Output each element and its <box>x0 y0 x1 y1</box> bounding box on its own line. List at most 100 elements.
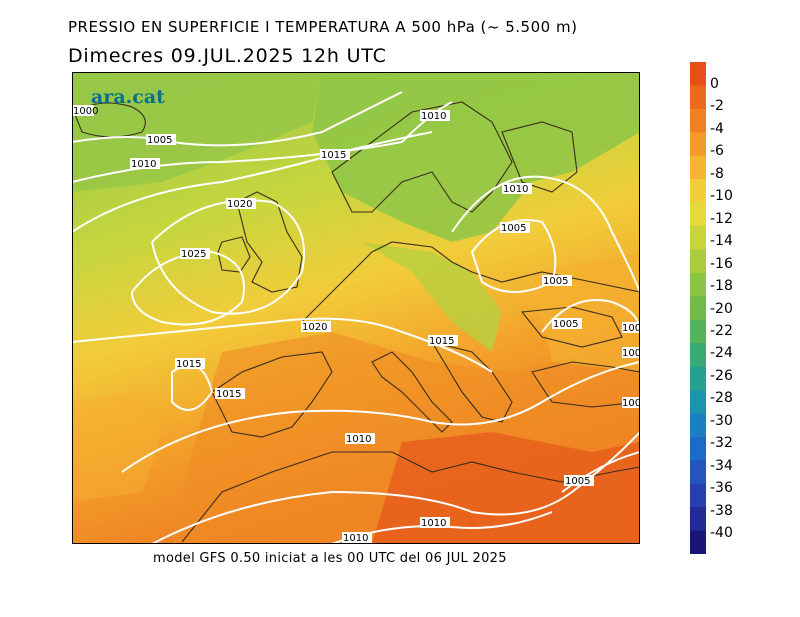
colorbar-label: -34 <box>710 457 733 474</box>
isobar-label: 1005 <box>146 134 176 146</box>
colorbar <box>690 62 706 554</box>
svg-text:1005: 1005 <box>553 319 578 330</box>
colorbar-label: -8 <box>710 165 724 182</box>
svg-text:1025: 1025 <box>181 249 206 260</box>
isobar-1025 <box>131 250 245 326</box>
colorbar-swatch <box>690 530 706 554</box>
colorbar-swatch <box>690 460 706 485</box>
coastline-britain <box>236 191 303 293</box>
colorbar-label: -32 <box>710 435 733 452</box>
svg-text:1005: 1005 <box>147 135 172 146</box>
model-info-footer: model GFS 0.50 iniciat a les 00 UTC del … <box>153 551 507 566</box>
svg-text:1010: 1010 <box>343 533 368 544</box>
svg-text:1005: 1005 <box>565 476 590 487</box>
isobar-label: 1015 <box>320 149 350 161</box>
colorbar-swatch <box>690 85 706 110</box>
colorbar-label: -20 <box>710 300 733 317</box>
colorbar-swatch <box>690 413 706 438</box>
svg-text:1000: 1000 <box>622 348 640 359</box>
colorbar-swatch <box>690 507 706 532</box>
colorbar-label: -12 <box>710 210 733 227</box>
colorbar-label: 0 <box>710 76 719 92</box>
isobar-label: 1020 <box>226 198 256 210</box>
isobar-1005-turkey <box>541 299 640 333</box>
svg-text:1020: 1020 <box>227 199 252 210</box>
colorbar-label: -6 <box>710 143 724 160</box>
isobar-1010-east <box>451 175 640 293</box>
svg-text:1015: 1015 <box>176 359 201 370</box>
colorbar-swatch <box>690 436 706 461</box>
colorbar-swatch <box>690 226 706 250</box>
colorbar-label: -30 <box>710 412 733 429</box>
colorbar-label: -18 <box>710 278 733 295</box>
coastline-turkey <box>531 361 640 408</box>
colorbar-label: -36 <box>710 480 733 497</box>
svg-text:1005: 1005 <box>543 276 568 287</box>
weather-map: 1000 1005 1010 1010 1015 1020 1025 1020 … <box>72 72 640 544</box>
svg-text:1015: 1015 <box>429 336 454 347</box>
svg-text:1000: 1000 <box>73 106 98 117</box>
isobar-1015-med <box>121 361 640 473</box>
colorbar-label: -4 <box>710 120 724 137</box>
colorbar-swatch <box>690 249 706 274</box>
coastline-finland <box>501 121 578 193</box>
svg-text:1015: 1015 <box>72 72 97 75</box>
colorbar-swatch <box>690 319 706 344</box>
isobar-label: 1005 <box>500 222 530 234</box>
svg-text:1010: 1010 <box>131 159 156 170</box>
svg-text:1010: 1010 <box>503 184 528 195</box>
colorbar-swatch <box>690 343 706 368</box>
colorbar-label: -38 <box>710 502 733 519</box>
colorbar-swatch <box>690 108 706 133</box>
isobar-label: 1025 <box>180 248 210 260</box>
isobar-1015-north <box>72 131 433 233</box>
isobar-label: 1010 <box>420 517 450 529</box>
svg-text:1015: 1015 <box>216 389 241 400</box>
colorbar-label: -2 <box>710 98 724 115</box>
colorbar-label: -24 <box>710 345 733 362</box>
colorbar-swatch <box>690 390 706 414</box>
colorbar-label: -26 <box>710 367 733 384</box>
svg-text:1005: 1005 <box>501 223 526 234</box>
ara-cat-logo: ara.cat <box>91 86 165 108</box>
svg-text:1020: 1020 <box>302 322 327 333</box>
isobar-label: 1000 <box>72 105 98 117</box>
isobar-label: 1015 <box>215 388 245 400</box>
isobar-label: 1010 <box>130 158 160 170</box>
chart-title: PRESSIO EN SUPERFICIE I TEMPERATURA A 50… <box>68 18 578 36</box>
isobar-label: 1000 <box>622 347 640 359</box>
isobar-label: 1005 <box>564 475 594 487</box>
colorbar-label: -28 <box>710 390 733 407</box>
colorbar-swatch <box>690 179 706 204</box>
colorbar-label: -16 <box>710 255 733 272</box>
isobar-1020-central <box>72 317 493 373</box>
colorbar-swatch <box>690 62 706 86</box>
isobar-label: 1010 <box>502 183 532 195</box>
svg-text:1010: 1010 <box>421 518 446 529</box>
isobar-label: 1010 <box>342 532 372 544</box>
chart-subtitle: Dimecres 09.JUL.2025 12h UTC <box>68 45 387 67</box>
isobar-label: 100 <box>622 397 640 409</box>
coastline-italy <box>371 351 453 433</box>
isobar-label: 1015 <box>428 335 458 347</box>
isobar-label: 1005 <box>542 275 572 287</box>
coastline-europe-mainland <box>301 241 640 323</box>
hot-region-africa <box>372 432 640 544</box>
svg-text:1000: 1000 <box>622 323 640 334</box>
isobar-label: 1015 <box>175 358 205 370</box>
colorbar-label: -10 <box>710 188 733 205</box>
svg-text:1010: 1010 <box>421 111 446 122</box>
isobar-label-group: 1000 1005 1010 1010 1015 1020 1025 1020 … <box>72 72 640 544</box>
isobar-label: 1020 <box>301 321 331 333</box>
isobar-label: 1015 <box>72 72 97 75</box>
coastline-black-sea <box>520 306 623 348</box>
isobar-label: 1010 <box>345 433 375 445</box>
svg-text:1015: 1015 <box>321 150 346 161</box>
isobar-label: 1005 <box>552 318 582 330</box>
colorbar-label: -40 <box>710 525 733 541</box>
colorbar-swatch <box>690 296 706 321</box>
svg-text:1010: 1010 <box>346 434 371 445</box>
colorbar-swatch <box>690 132 706 157</box>
colorbar-label: -14 <box>710 233 733 250</box>
cold-region-scandinavia <box>312 72 640 242</box>
